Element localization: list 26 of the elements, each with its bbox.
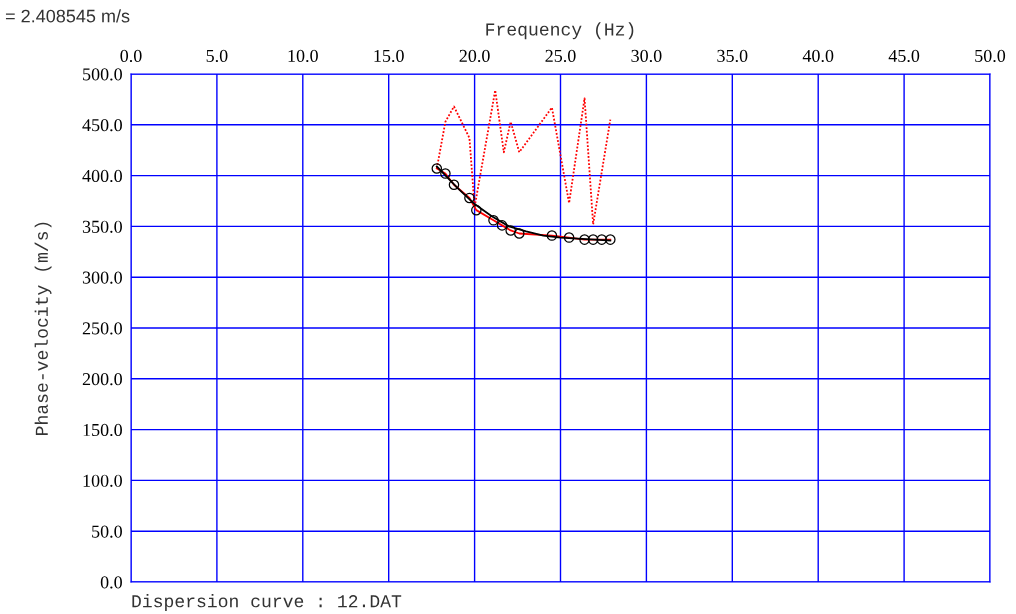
y-tick-label: 150.0 (83, 423, 122, 437)
y-tick-label: 500.0 (83, 68, 122, 81)
x-tick-label: 35.0 (717, 49, 748, 63)
y-tick-label: 400.0 (82, 169, 122, 183)
x-tick-label: 30.0 (631, 49, 662, 63)
x-axis-title: Frequency (Hz) (486, 22, 634, 40)
text: Dispersion curve : 12.DAT (132, 594, 402, 611)
y-tick-label: 450.0 (82, 119, 122, 132)
x-tick-label: 15.0 (374, 49, 404, 63)
y-tick-label: 250.0 (82, 322, 122, 335)
text: = 2.408545 m/s (5, 9, 130, 23)
x-tick-label: 50.0 (975, 49, 1006, 63)
x-tick-label: 5.0 (206, 49, 228, 63)
y-tick-label: 0.0 (100, 576, 122, 589)
x-tick-label: 0.0 (120, 49, 142, 63)
y-tick-label: 50.0 (92, 525, 122, 538)
y-tick-label: 300.0 (82, 271, 122, 284)
x-tick-label: 40.0 (802, 49, 834, 63)
y-tick-label: 100.0 (83, 474, 122, 487)
x-tick-label: 20.0 (459, 49, 490, 63)
y-tick-label: 350.0 (82, 220, 122, 233)
y-tick-label: 200.0 (82, 373, 122, 386)
x-tick-label: 45.0 (888, 49, 920, 63)
x-tick-label: 25.0 (545, 49, 576, 63)
x-tick-label: 10.0 (288, 49, 318, 63)
y-axis-title: Phase-velocity (m/s) (34, 222, 52, 435)
